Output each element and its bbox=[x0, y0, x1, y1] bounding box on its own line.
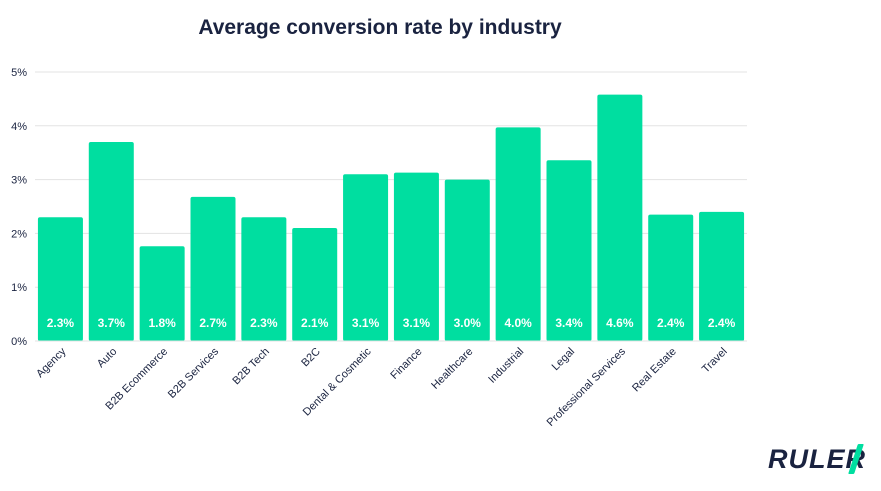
y-tick-label: 0% bbox=[11, 336, 27, 348]
x-tick-label: B2B Services bbox=[166, 345, 222, 401]
data-label: 2.7% bbox=[199, 316, 227, 330]
data-label: 1.8% bbox=[148, 316, 176, 330]
y-tick-label: 2% bbox=[11, 228, 27, 240]
x-tick-label: B2B Tech bbox=[230, 346, 272, 388]
data-label: 3.0% bbox=[454, 316, 482, 330]
bar bbox=[699, 211, 745, 341]
bar bbox=[495, 127, 541, 341]
data-label: 3.1% bbox=[352, 316, 380, 330]
x-tick-label: B2C bbox=[299, 346, 323, 370]
data-label: 3.1% bbox=[403, 316, 431, 330]
bar bbox=[546, 160, 592, 341]
x-tick-label: Travel bbox=[700, 346, 730, 376]
x-tick-label: Agency bbox=[34, 345, 69, 380]
data-label: 4.6% bbox=[606, 316, 634, 330]
bar bbox=[444, 179, 490, 341]
bar bbox=[393, 172, 439, 341]
x-tick-label: Real Estate bbox=[630, 346, 679, 395]
x-tick-label: Industrial bbox=[486, 346, 526, 386]
data-label: 2.3% bbox=[250, 316, 278, 330]
y-tick-label: 4% bbox=[11, 121, 27, 133]
data-label: 2.1% bbox=[301, 316, 329, 330]
bar bbox=[343, 174, 389, 341]
bar bbox=[292, 228, 338, 341]
y-tick-label: 3% bbox=[11, 175, 27, 187]
data-label: 2.3% bbox=[47, 316, 75, 330]
bar bbox=[648, 214, 694, 341]
data-label: 3.7% bbox=[98, 316, 126, 330]
bar bbox=[139, 246, 185, 341]
x-tick-label: Finance bbox=[388, 346, 424, 382]
x-tick-label: Legal bbox=[550, 346, 578, 374]
x-tick-label: Auto bbox=[95, 346, 119, 370]
data-label: 2.4% bbox=[708, 316, 736, 330]
y-tick-label: 5% bbox=[11, 67, 27, 79]
bar bbox=[241, 217, 287, 341]
bar bbox=[88, 141, 134, 341]
chart-title: Average conversion rate by industry bbox=[198, 16, 562, 39]
y-tick-label: 1% bbox=[11, 282, 27, 294]
bar bbox=[190, 196, 236, 341]
data-label: 3.4% bbox=[555, 316, 583, 330]
data-label: 4.0% bbox=[504, 316, 532, 330]
bar bbox=[597, 94, 643, 341]
x-tick-label: Healthcare bbox=[429, 346, 475, 392]
data-label: 2.4% bbox=[657, 316, 685, 330]
bar bbox=[37, 217, 83, 341]
